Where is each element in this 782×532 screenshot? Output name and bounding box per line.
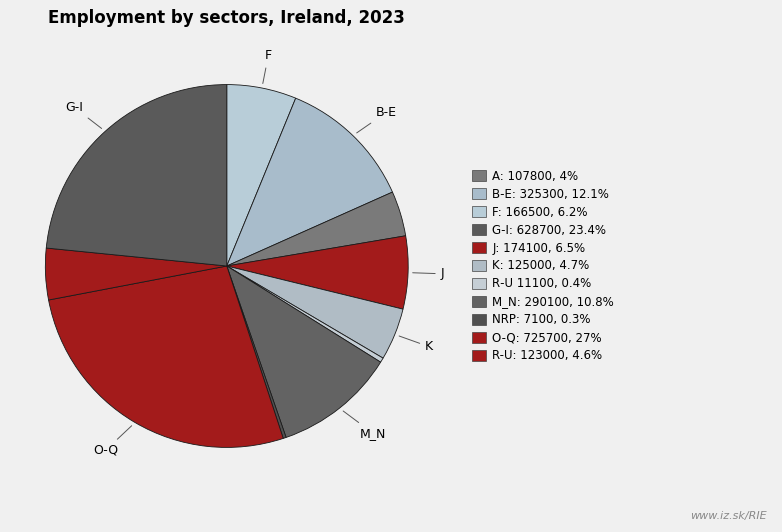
Text: www.iz.sk/RIE: www.iz.sk/RIE bbox=[690, 511, 766, 521]
Text: K: K bbox=[399, 336, 433, 353]
Legend: A: 107800, 4%, B-E: 325300, 12.1%, F: 166500, 6.2%, G-I: 628700, 23.4%, J: 17410: A: 107800, 4%, B-E: 325300, 12.1%, F: 16… bbox=[468, 166, 618, 366]
Wedge shape bbox=[227, 98, 393, 266]
Text: G-I: G-I bbox=[65, 101, 102, 128]
Wedge shape bbox=[227, 266, 286, 438]
Title: Employment by sectors, Ireland, 2023: Employment by sectors, Ireland, 2023 bbox=[48, 9, 405, 27]
Wedge shape bbox=[227, 236, 408, 309]
Text: B-E: B-E bbox=[357, 106, 397, 133]
Text: M_N: M_N bbox=[343, 411, 386, 440]
Wedge shape bbox=[227, 266, 403, 358]
Text: J: J bbox=[413, 267, 444, 280]
Wedge shape bbox=[227, 266, 381, 437]
Wedge shape bbox=[227, 85, 296, 266]
Wedge shape bbox=[48, 266, 283, 447]
Wedge shape bbox=[46, 85, 227, 266]
Wedge shape bbox=[227, 266, 383, 362]
Text: O-Q: O-Q bbox=[93, 426, 131, 457]
Wedge shape bbox=[45, 248, 227, 300]
Text: F: F bbox=[263, 49, 272, 84]
Wedge shape bbox=[227, 192, 406, 266]
